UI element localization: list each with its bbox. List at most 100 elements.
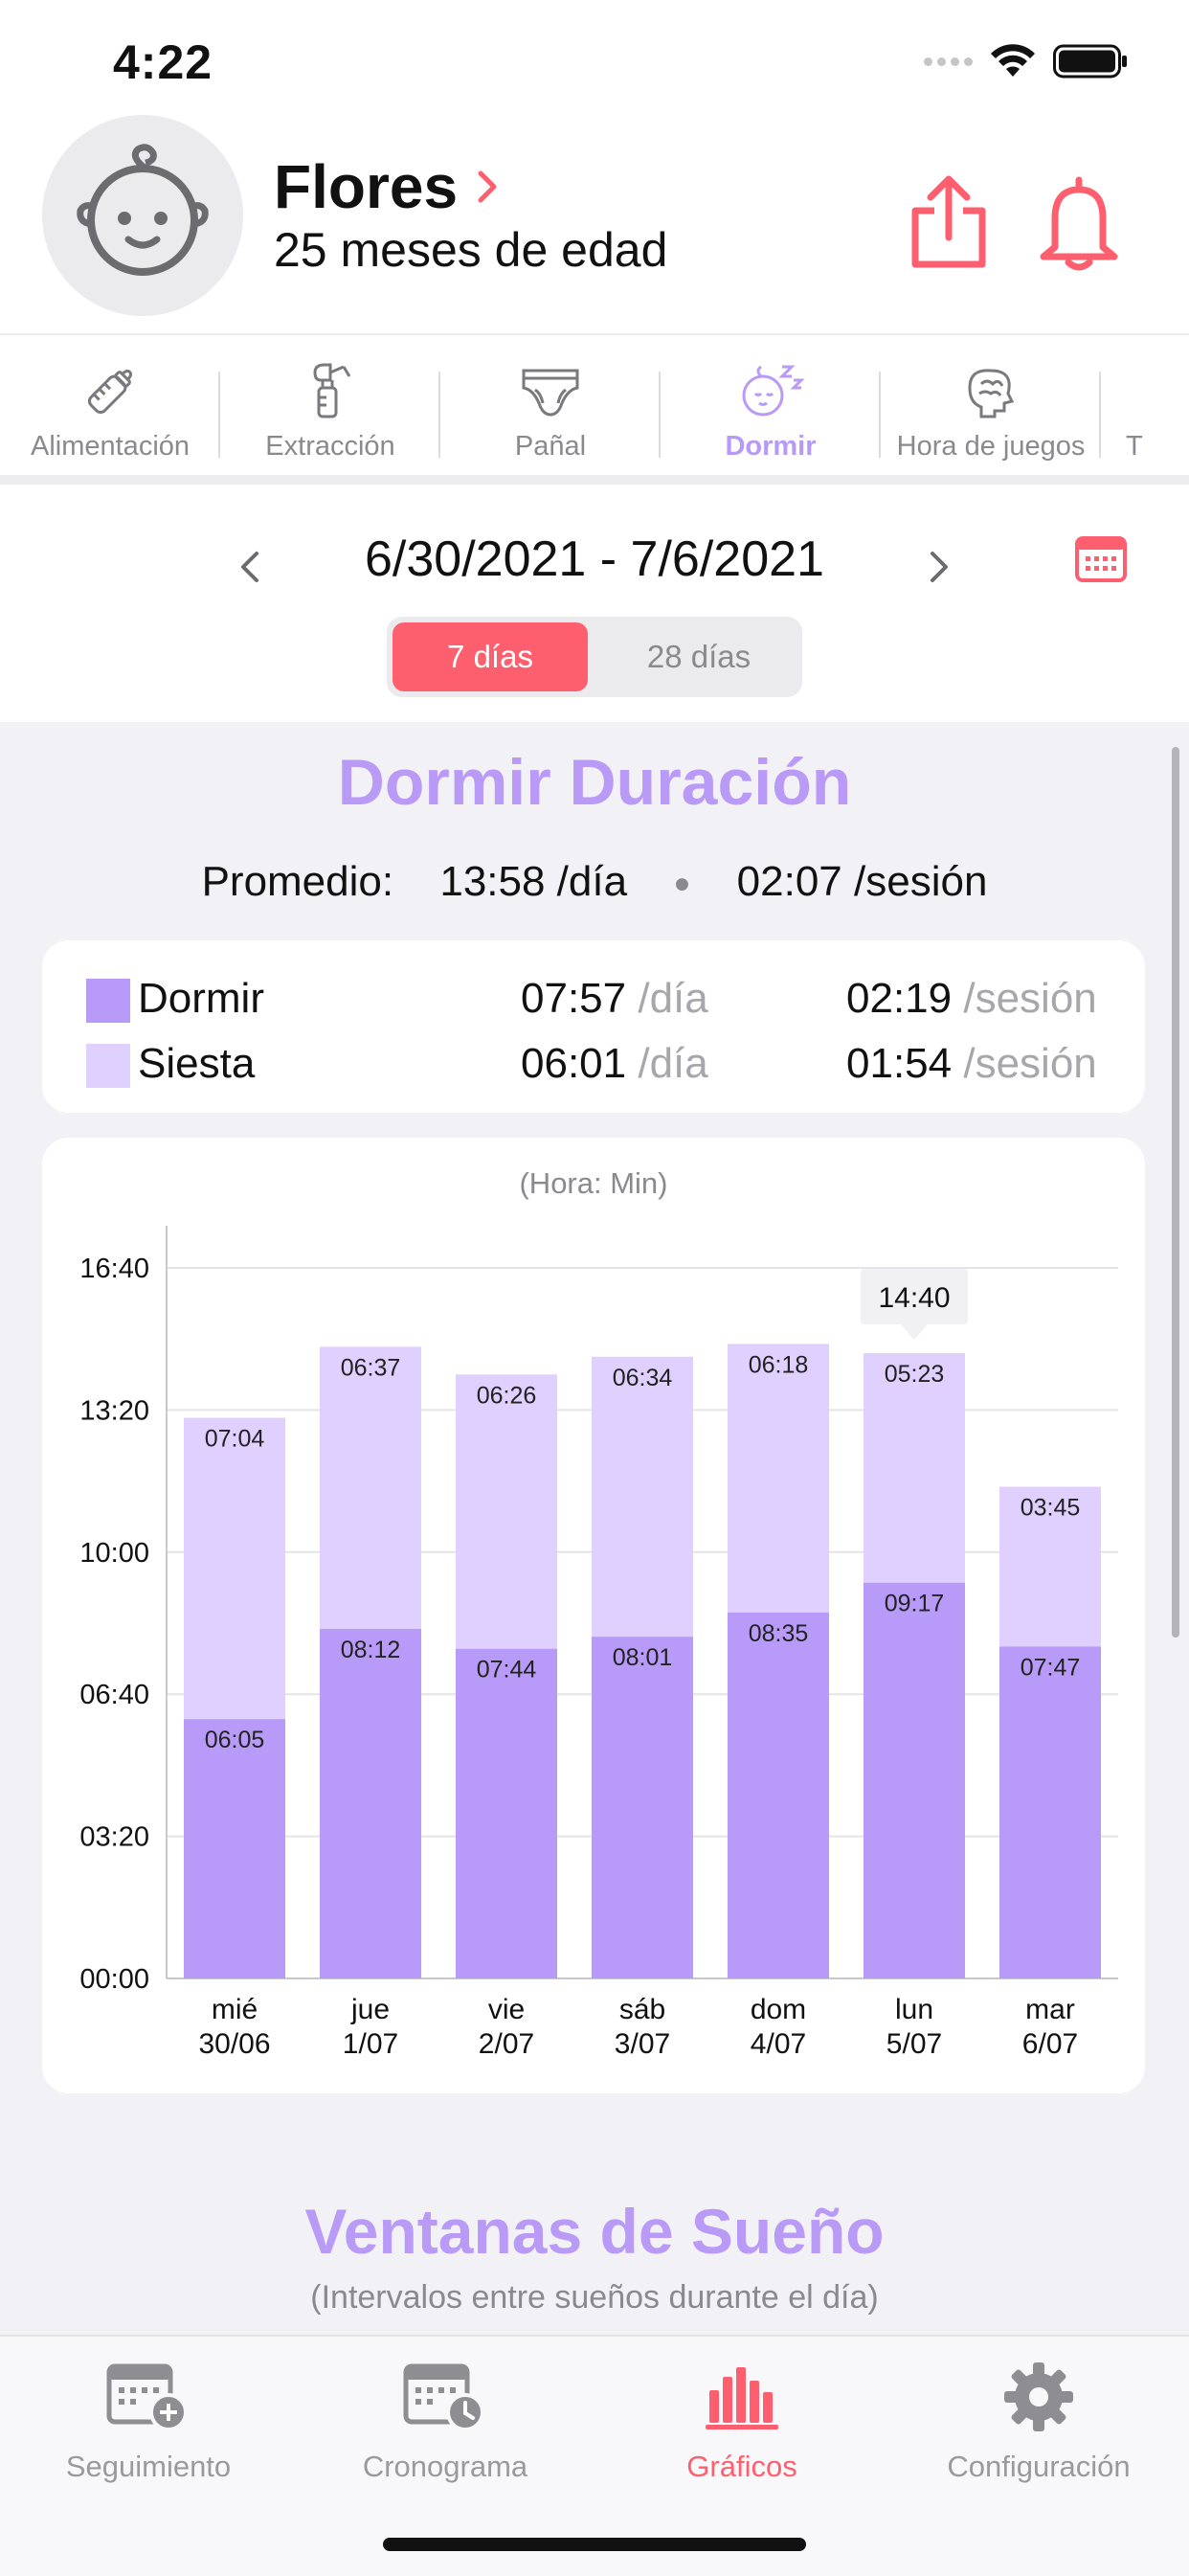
legend-session-value: 01:54 /sesión — [846, 1040, 1097, 1087]
bar-nap — [728, 1344, 829, 1613]
sleep-color-swatch — [86, 979, 130, 1023]
share-icon — [911, 175, 986, 268]
date-range-area: 6/30/2021 - 7/6/2021 7 días 28 días — [0, 485, 1189, 722]
nap-color-swatch — [86, 1044, 130, 1088]
profile-name-link[interactable]: Flores — [274, 151, 500, 222]
tab-more[interactable]: T — [1101, 335, 1170, 475]
average-per-session: 02:07 /sesión — [736, 858, 988, 905]
x-tick-day: jue — [350, 1994, 390, 2025]
scrollbar[interactable] — [1172, 747, 1179, 1638]
status-bar: 4:22 — [0, 0, 1189, 115]
diaper-icon — [522, 369, 579, 417]
home-indicator — [383, 2538, 806, 2551]
date-range-label[interactable]: 6/30/2021 - 7/6/2021 — [365, 531, 824, 587]
segment-28-days[interactable]: 28 días — [646, 639, 752, 674]
tooltip-box — [861, 1269, 968, 1325]
profile-name: Flores — [274, 152, 459, 221]
y-tick-label: 16:40 — [79, 1254, 149, 1284]
tab-sleep[interactable]: Dormir — [661, 335, 881, 475]
bar-label-sleep: 08:01 — [613, 1644, 673, 1671]
cellular-signal-icon — [924, 56, 973, 66]
legend-card: Dormir 07:57 /día 02:19 /sesión Siesta 0… — [42, 940, 1145, 1113]
profile-header: Flores 25 meses de edad — [0, 115, 1189, 335]
sleep-duration-chart: (Hora: Min) 00:00 03:20 06:40 10:00 13:20 16:4… — [79, 1166, 1118, 2060]
segment-7-days[interactable]: 7 días — [393, 622, 588, 691]
x-tick-date: 30/06 — [198, 2028, 270, 2060]
tab-label: Alimentación — [30, 431, 191, 462]
legend-day-value: 07:57 /día — [521, 975, 708, 1022]
notifications-button[interactable] — [1034, 172, 1124, 272]
chevron-right-icon — [931, 552, 948, 582]
chart-unit-label: (Hora: Min) — [519, 1166, 667, 1200]
tab-label: Seguimiento — [65, 2450, 232, 2483]
bell-icon — [1040, 176, 1118, 271]
previous-week-button[interactable] — [230, 532, 268, 599]
bar-label-nap: 03:45 — [1021, 1495, 1081, 1522]
legend-name: Dormir — [138, 975, 264, 1022]
share-button[interactable] — [906, 174, 992, 270]
x-tick-day: lun — [895, 1994, 933, 2025]
x-tick-date: 5/07 — [886, 2028, 942, 2060]
bar-label-sleep: 07:44 — [477, 1657, 537, 1683]
sleep-windows-subtitle: (Intervalos entre sueños durante el día) — [310, 2279, 879, 2316]
bottle-icon — [87, 369, 133, 415]
bar-nap — [456, 1374, 557, 1649]
brain-icon — [968, 369, 1015, 418]
profile-age: 25 meses de edad — [274, 223, 668, 277]
bar-label-nap: 06:34 — [613, 1365, 673, 1391]
average-per-day: 13:58 /día — [439, 858, 628, 905]
chevron-right-icon — [478, 170, 497, 203]
tab-tracking[interactable]: Seguimiento — [0, 2354, 297, 2484]
wifi-icon — [991, 44, 1035, 77]
x-tick-day: dom — [751, 1994, 806, 2025]
tab-label: Hora de juegos — [896, 431, 1086, 462]
sleeping-baby-icon — [742, 365, 805, 417]
bar-nap — [320, 1346, 421, 1629]
tab-playtime[interactable]: Hora de juegos — [881, 335, 1101, 475]
sleep-duration-chart-card: (Hora: Min) 00:00 03:20 06:40 10:00 13:20 16:4… — [42, 1138, 1145, 2093]
average-label: Promedio: — [201, 858, 394, 905]
next-week-button[interactable] — [921, 532, 959, 599]
bar-label-sleep: 09:17 — [885, 1591, 945, 1617]
tab-pumping[interactable]: Extracción — [220, 335, 440, 475]
duration-title: Dormir Duración — [337, 746, 852, 819]
bar-sleep — [456, 1648, 557, 1978]
avatar[interactable] — [42, 115, 243, 316]
tab-schedule[interactable]: Cronograma — [297, 2354, 594, 2484]
tab-feeding[interactable]: Alimentación — [0, 335, 220, 475]
calendar-clock-icon — [403, 2363, 484, 2431]
chevron-left-icon — [241, 552, 258, 582]
x-tick-date: 4/07 — [751, 2028, 806, 2060]
tab-label: Extracción — [265, 431, 395, 462]
legend-row-sleep: Dormir 07:57 /día 02:19 /sesión — [42, 971, 1145, 1028]
x-tick-date: 3/07 — [615, 2028, 670, 2060]
legend-session-value: 02:19 /sesión — [846, 975, 1097, 1022]
bar-sleep — [320, 1628, 421, 1978]
bar-label-sleep: 06:05 — [205, 1727, 265, 1753]
tab-diaper[interactable]: Pañal — [440, 335, 661, 475]
bar-sleep — [864, 1582, 965, 1978]
calendar-add-icon — [106, 2363, 188, 2431]
tab-settings[interactable]: Configuración — [890, 2354, 1187, 2484]
tab-charts[interactable]: Gráficos — [594, 2354, 890, 2484]
y-tick-label: 10:00 — [79, 1538, 149, 1569]
y-tick-label: 00:00 — [79, 1964, 149, 1995]
tab-label: Dormir — [725, 431, 817, 462]
tab-label: Configuración — [947, 2450, 1131, 2483]
bar-label-nap: 06:18 — [749, 1351, 809, 1378]
tab-label: T — [1126, 431, 1143, 462]
range-segmented-control: 7 días 28 días — [387, 617, 802, 697]
gear-icon — [1004, 2362, 1073, 2431]
bar-sleep — [728, 1612, 829, 1978]
calendar-icon — [1075, 536, 1127, 582]
x-tick-date: 6/07 — [1022, 2028, 1078, 2060]
x-tick-day: sáb — [619, 1994, 665, 2025]
sleep-windows-title: Ventanas de Sueño — [304, 2196, 885, 2267]
bar-chart-icon — [706, 2367, 778, 2429]
bar-label-sleep: 08:12 — [341, 1637, 401, 1663]
bar-label-nap: 07:04 — [205, 1426, 265, 1453]
x-tick-day: mar — [1025, 1994, 1075, 2025]
bar-sleep — [592, 1637, 693, 1978]
calendar-button[interactable] — [1074, 532, 1128, 586]
x-tick-date: 2/07 — [479, 2028, 534, 2060]
